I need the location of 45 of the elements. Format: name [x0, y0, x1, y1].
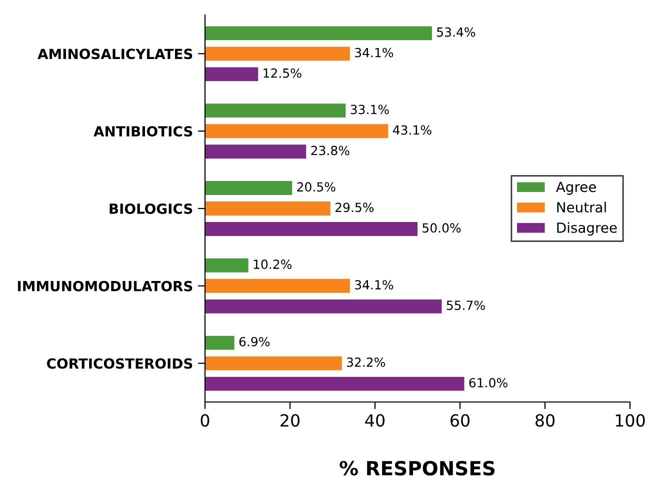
bar	[205, 356, 342, 370]
data-label: 61.0%	[469, 378, 508, 388]
data-label: 23.8%	[311, 146, 350, 156]
x-tick-label: 80	[536, 414, 554, 427]
x-tick-label: 20	[280, 414, 300, 427]
x-tick-label: 40	[365, 414, 384, 427]
bar	[205, 46, 350, 61]
data-label: 33.1%	[350, 104, 389, 114]
data-label: 43.1%	[392, 125, 432, 135]
bar	[205, 376, 464, 391]
bar	[205, 124, 388, 138]
legend-label: Neutral	[557, 202, 606, 213]
data-label: 34.1%	[355, 280, 394, 290]
bar	[205, 67, 258, 82]
x-tick-label: 60	[450, 414, 470, 427]
bar	[205, 202, 330, 216]
bar	[205, 278, 350, 293]
y-tick-label: CORTICOSTEROIDS	[47, 358, 192, 369]
data-label: 53.4%	[437, 27, 476, 37]
y-tick-label: AMINOSALICYLATES	[38, 48, 192, 60]
legend-label: Disagree	[557, 222, 617, 236]
data-label: 29.5%	[335, 202, 374, 212]
data-label: 10.2%	[254, 260, 292, 270]
x-tick-label: 100	[616, 414, 645, 427]
bar	[205, 258, 248, 272]
bar	[205, 26, 432, 40]
y-tick-label: IMMUNOMODULATORS	[18, 280, 192, 292]
data-label: 34.1%	[355, 48, 394, 58]
legend-label: Agree	[556, 182, 596, 195]
bar	[205, 144, 306, 159]
bar	[205, 222, 418, 236]
bar	[205, 104, 346, 118]
bar	[205, 181, 292, 195]
y-tick-label: ANTIBIOTICS	[94, 126, 192, 137]
data-label: 20.5%	[297, 182, 336, 192]
data-label: 50.0%	[422, 223, 461, 233]
data-label: 55.7%	[446, 300, 485, 310]
x-axis-title: % RESPONSES	[340, 460, 495, 476]
data-label: 32.2%	[346, 357, 386, 367]
bar	[205, 299, 442, 314]
y-tick-label: BIOLOGICS	[110, 203, 192, 214]
data-label: 12.5%	[264, 68, 302, 78]
bar	[205, 336, 234, 350]
x-tick-label: 0	[200, 414, 210, 427]
data-label: 6.9%	[239, 336, 270, 346]
